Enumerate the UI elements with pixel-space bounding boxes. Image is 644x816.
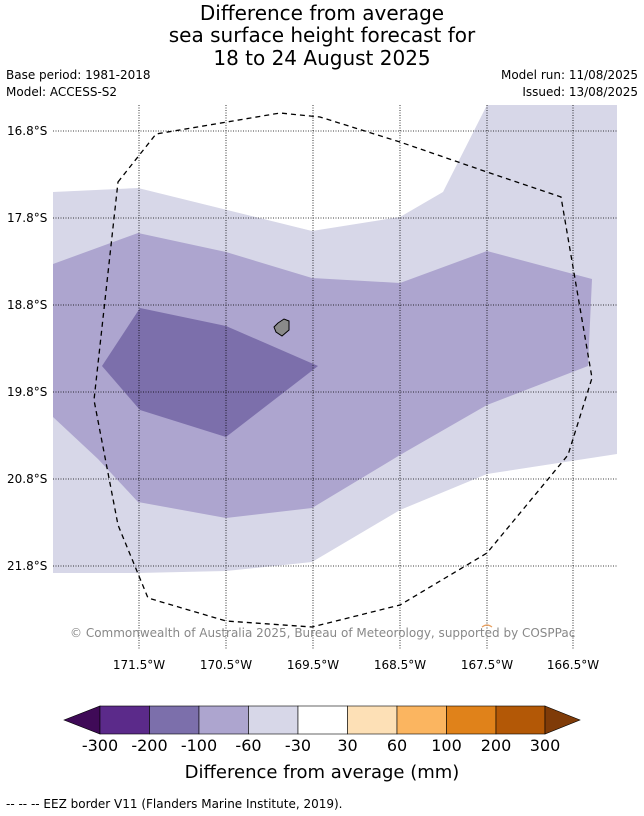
colorbar-swatch — [347, 705, 398, 735]
colorbar-tick: -200 — [131, 736, 168, 755]
lat-label: 17.8°S — [7, 211, 48, 225]
colorbar — [63, 705, 581, 735]
lon-label: 170.5°W — [199, 658, 253, 672]
lon-label: 166.5°W — [546, 658, 600, 672]
colorbar-tick: 200 — [480, 736, 512, 755]
colorbar-extend-high — [544, 705, 581, 735]
colorbar-tick: -60 — [235, 736, 262, 755]
colorbar-swatch — [248, 705, 299, 735]
colorbar-tick: 100 — [431, 736, 462, 755]
colorbar-swatch — [396, 705, 447, 735]
colorbar-tick: -30 — [284, 736, 312, 755]
lat-label: 20.8°S — [7, 472, 48, 486]
issued-date: Issued: 13/08/2025 — [522, 85, 638, 99]
lat-label: 18.8°S — [7, 298, 48, 312]
lat-label: 19.8°S — [7, 385, 48, 399]
title-line-2: sea surface height forecast for — [168, 23, 476, 47]
colorbar-tick: 60 — [386, 736, 408, 755]
colorbar-tick: 300 — [529, 736, 561, 755]
watermark-logo — [481, 624, 493, 628]
model-run: Model run: 11/08/2025 — [500, 68, 638, 82]
colorbar-swatch — [495, 705, 546, 735]
colorbar-tick: -100 — [180, 736, 218, 755]
colorbar-swatch — [149, 705, 200, 735]
colorbar-title: Difference from average (mm) — [184, 762, 460, 783]
colorbar-tick: -300 — [81, 736, 119, 755]
lat-label: 16.8°S — [7, 124, 48, 138]
contour-band-minus-100 — [102, 308, 318, 437]
title-line-1: Difference from average — [199, 1, 445, 25]
lon-label: 169.5°W — [286, 658, 340, 672]
lat-label: 21.8°S — [7, 559, 48, 573]
island-niue — [273, 318, 290, 337]
graticule — [53, 105, 617, 650]
contour-fills — [53, 105, 617, 573]
base-period: Base period: 1981-2018 — [6, 68, 151, 82]
copyright-notice: © Commonwealth of Australia 2025, Bureau… — [70, 626, 576, 640]
lon-label: 171.5°W — [112, 658, 166, 672]
colorbar-extend-low — [63, 705, 101, 735]
colorbar-tick: 30 — [337, 736, 358, 755]
title-line-3: 18 to 24 August 2025 — [213, 46, 431, 70]
eez-footnote: -- -- -- EEZ border V11 (Flanders Marine… — [6, 797, 343, 811]
model-name: Model: ACCESS-S2 — [6, 85, 118, 99]
colorbar-swatch — [297, 705, 348, 735]
lon-label: 167.5°W — [460, 658, 514, 672]
colorbar-swatch — [99, 705, 150, 735]
lon-label: 168.5°W — [373, 658, 427, 672]
contour-band-minus-60 — [53, 233, 592, 518]
colorbar-swatch — [198, 705, 249, 735]
colorbar-swatch — [446, 705, 497, 735]
